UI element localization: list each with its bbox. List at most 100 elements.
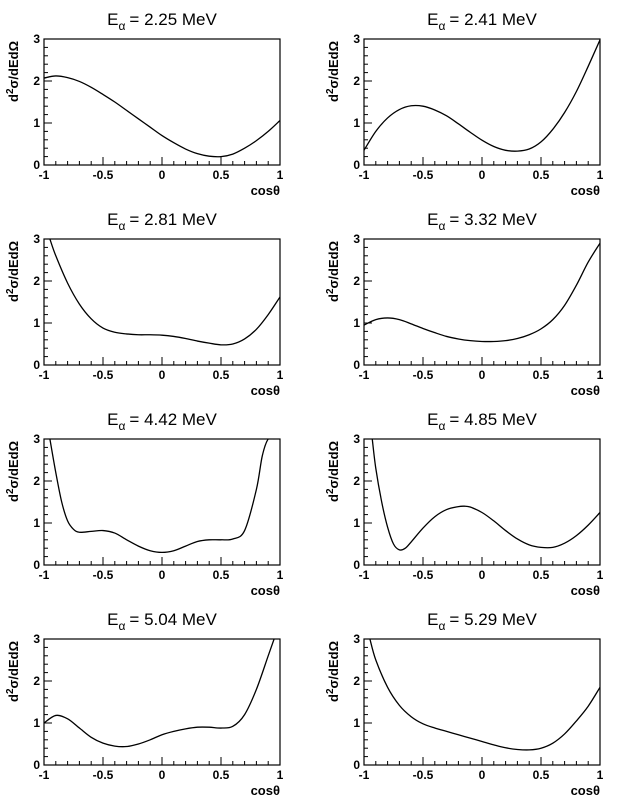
panel-title: Eα = 5.29 MeV <box>427 610 537 633</box>
x-axis-label: cosθ <box>571 383 600 398</box>
y-tick-label: 3 <box>33 632 40 646</box>
x-tick-label: -0.5 <box>93 768 114 782</box>
title-main: E <box>427 210 438 229</box>
title-subscript: α <box>118 619 125 633</box>
y-label-main: d <box>6 294 21 302</box>
y-tick-label: 3 <box>353 632 360 646</box>
y-label-rest: σ/dEdΩ <box>326 641 341 688</box>
x-tick-label: 0 <box>479 368 486 382</box>
title-rest: = 3.32 MeV <box>449 210 537 229</box>
title-rest: = 2.41 MeV <box>449 10 537 29</box>
x-tick-label: 1 <box>277 168 284 182</box>
x-tick-label: -0.5 <box>93 568 114 582</box>
y-label-rest: σ/dEdΩ <box>6 641 21 688</box>
x-tick-label: 1 <box>277 368 284 382</box>
y-label-main: d <box>326 294 341 302</box>
x-axis-label: cosθ <box>571 783 600 798</box>
y-label-main: d <box>326 94 341 102</box>
y-axis-label: d2σ/dEdΩ <box>5 641 21 702</box>
panel-title: Eα = 2.41 MeV <box>427 10 537 33</box>
x-axis-label: cosθ <box>571 583 600 598</box>
x-tick-label: 0 <box>479 768 486 782</box>
y-axis-label: d2σ/dEdΩ <box>325 41 341 102</box>
x-axis-label: cosθ <box>251 583 280 598</box>
x-tick-label: 1 <box>597 768 604 782</box>
y-label-main: d <box>326 494 341 502</box>
y-tick-label: 1 <box>33 316 40 330</box>
y-tick-label: 1 <box>353 116 360 130</box>
title-main: E <box>427 410 438 429</box>
x-tick-label: 0 <box>479 168 486 182</box>
panel-title: Eα = 2.25 MeV <box>107 10 217 33</box>
plot-frame <box>43 238 281 366</box>
x-tick-label: 0.5 <box>533 768 550 782</box>
y-tick-label: 1 <box>353 516 360 530</box>
y-tick-label: 1 <box>33 516 40 530</box>
title-subscript: α <box>438 619 445 633</box>
y-tick-label: 0 <box>33 558 40 572</box>
data-curve <box>44 639 275 748</box>
y-label-rest: σ/dEdΩ <box>326 241 341 288</box>
y-tick-label: 0 <box>33 158 40 172</box>
y-tick-label: 2 <box>353 274 360 288</box>
y-tick-label: 3 <box>33 432 40 446</box>
x-tick-label: -0.5 <box>93 368 114 382</box>
plot-frame <box>43 438 281 566</box>
x-tick-label: -1 <box>359 568 370 582</box>
y-label-main: d <box>326 694 341 702</box>
x-tick-label: 1 <box>597 568 604 582</box>
x-tick-label: 0 <box>159 168 166 182</box>
title-rest: = 5.04 MeV <box>129 610 217 629</box>
x-tick-label: 1 <box>277 768 284 782</box>
y-label-main: d <box>6 694 21 702</box>
title-subscript: α <box>118 419 125 433</box>
panel-title: Eα = 4.85 MeV <box>427 410 537 433</box>
data-curve <box>49 439 275 554</box>
data-curve <box>49 239 280 346</box>
y-label-rest: σ/dEdΩ <box>6 241 21 288</box>
y-tick-label: 1 <box>33 716 40 730</box>
x-axis-label: cosθ <box>251 383 280 398</box>
y-label-rest: σ/dEdΩ <box>326 41 341 88</box>
y-label-superscript: 2 <box>5 488 16 494</box>
data-curve <box>364 39 600 152</box>
x-tick-label: -1 <box>359 768 370 782</box>
plot-frame <box>363 38 601 166</box>
x-tick-label: -0.5 <box>413 168 434 182</box>
y-label-superscript: 2 <box>325 688 336 694</box>
y-label-main: d <box>6 94 21 102</box>
data-curve <box>364 242 600 343</box>
y-tick-label: 1 <box>353 316 360 330</box>
y-label-superscript: 2 <box>5 688 16 694</box>
y-tick-label: 1 <box>33 116 40 130</box>
y-label-main: d <box>6 494 21 502</box>
title-rest: = 2.25 MeV <box>129 10 217 29</box>
x-tick-label: -1 <box>39 368 50 382</box>
y-label-superscript: 2 <box>325 88 336 94</box>
y-tick-label: 0 <box>353 358 360 372</box>
y-label-rest: σ/dEdΩ <box>6 41 21 88</box>
y-tick-label: 2 <box>353 474 360 488</box>
panel-title: Eα = 2.81 MeV <box>107 210 217 233</box>
data-curve <box>44 75 280 158</box>
y-tick-label: 0 <box>33 758 40 772</box>
y-tick-label: 3 <box>353 232 360 246</box>
y-axis-label: d2σ/dEdΩ <box>325 441 341 502</box>
y-tick-label: 2 <box>353 74 360 88</box>
y-label-rest: σ/dEdΩ <box>6 441 21 488</box>
x-tick-label: 0.5 <box>213 168 230 182</box>
plot-frame <box>363 238 601 366</box>
title-rest: = 5.29 MeV <box>449 610 537 629</box>
title-subscript: α <box>438 219 445 233</box>
y-axis-label: d2σ/dEdΩ <box>5 241 21 302</box>
y-label-superscript: 2 <box>325 288 336 294</box>
x-tick-label: -1 <box>39 768 50 782</box>
plot-frame <box>363 438 601 566</box>
title-subscript: α <box>438 19 445 33</box>
title-rest: = 2.81 MeV <box>129 210 217 229</box>
